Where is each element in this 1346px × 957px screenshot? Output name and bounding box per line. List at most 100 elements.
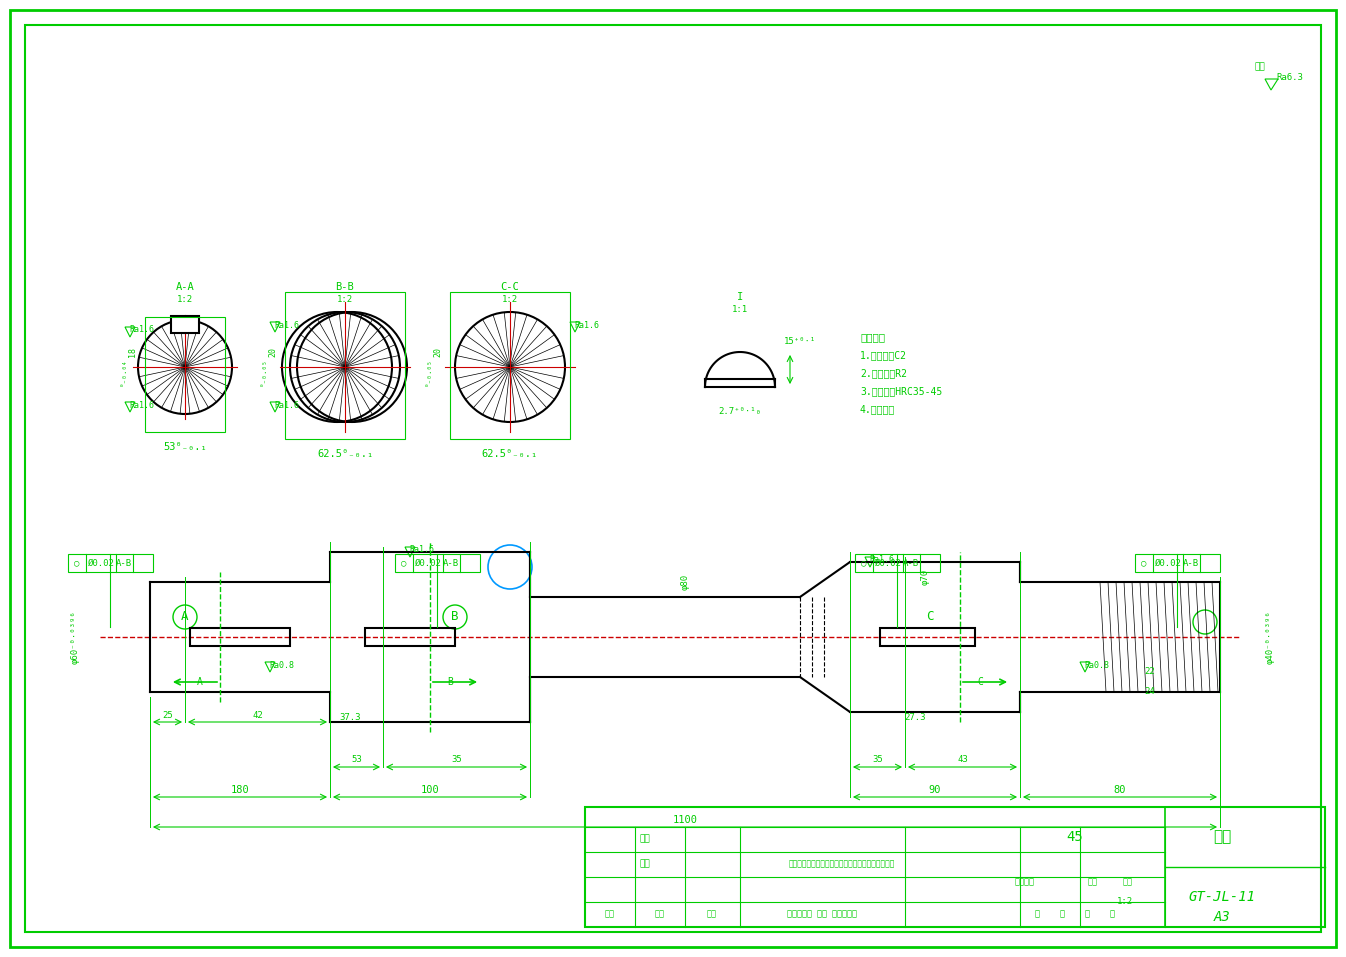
Text: 长轴: 长轴 xyxy=(1213,830,1232,844)
Text: C: C xyxy=(926,611,934,624)
Bar xyxy=(1135,554,1219,572)
Text: 22: 22 xyxy=(1144,667,1155,677)
Text: 分区: 分区 xyxy=(707,909,717,919)
Text: 18: 18 xyxy=(128,347,137,357)
Text: 27.3: 27.3 xyxy=(905,713,926,722)
Text: A-A: A-A xyxy=(175,282,194,292)
Text: ○: ○ xyxy=(1141,559,1147,568)
Text: 180: 180 xyxy=(230,785,249,795)
Bar xyxy=(855,554,940,572)
Text: 80: 80 xyxy=(1113,785,1127,795)
Text: φ80: φ80 xyxy=(681,574,689,590)
Text: 1:2: 1:2 xyxy=(176,295,192,303)
Text: Ra0.8: Ra0.8 xyxy=(1085,660,1109,670)
Text: 标记: 标记 xyxy=(604,909,615,919)
Text: A-B: A-B xyxy=(1183,559,1199,568)
Text: 重量: 重量 xyxy=(1088,878,1098,886)
Text: A-B: A-B xyxy=(116,559,132,568)
Text: ○: ○ xyxy=(74,559,79,568)
Text: B: B xyxy=(451,611,459,624)
Bar xyxy=(586,807,1324,927)
Text: 比例: 比例 xyxy=(1123,878,1133,886)
Text: Ra1.6: Ra1.6 xyxy=(575,321,599,329)
Text: 35: 35 xyxy=(451,755,462,765)
Text: A-B: A-B xyxy=(443,559,459,568)
Text: 工艺: 工艺 xyxy=(639,859,650,869)
Text: 42: 42 xyxy=(252,710,262,720)
Text: ⁰₋₀.₀₄: ⁰₋₀.₀₄ xyxy=(118,358,128,386)
Text: Ra1.6: Ra1.6 xyxy=(275,400,300,410)
Text: 设计（签名）（年月日）标准化（签名）（年月日）: 设计（签名）（年月日）标准化（签名）（年月日） xyxy=(789,859,895,869)
Text: A: A xyxy=(182,611,188,624)
Text: 4.去毛刺。: 4.去毛刺。 xyxy=(860,404,895,414)
Text: B: B xyxy=(447,677,454,687)
Text: 37.3: 37.3 xyxy=(339,713,361,722)
Text: A-B: A-B xyxy=(903,559,919,568)
Text: 53⁰₋₀.₁: 53⁰₋₀.₁ xyxy=(163,442,207,452)
Text: 20: 20 xyxy=(433,347,443,357)
Text: Ra1.6: Ra1.6 xyxy=(409,545,435,554)
Text: φ70: φ70 xyxy=(921,569,930,585)
Text: 其余: 其余 xyxy=(1254,62,1265,72)
Text: 2.未注圆角R2: 2.未注圆角R2 xyxy=(860,368,907,378)
Text: B-B: B-B xyxy=(335,282,354,292)
Text: 1:2: 1:2 xyxy=(336,295,353,303)
Text: Ra1.6: Ra1.6 xyxy=(129,325,155,335)
Text: Ra0.8: Ra0.8 xyxy=(269,660,295,670)
Text: Ra1.6: Ra1.6 xyxy=(275,321,300,329)
Text: 2.7⁺⁰·¹₀: 2.7⁺⁰·¹₀ xyxy=(719,408,762,416)
Text: I: I xyxy=(736,292,743,302)
Text: GT-JL-11: GT-JL-11 xyxy=(1189,890,1256,904)
Text: A3: A3 xyxy=(1214,910,1230,924)
Text: 35: 35 xyxy=(872,755,883,765)
Text: ⁰₋₀.₀₅: ⁰₋₀.₀₅ xyxy=(424,358,432,386)
Text: Ø0.02: Ø0.02 xyxy=(1155,559,1182,568)
Text: Ø0.02: Ø0.02 xyxy=(415,559,441,568)
Bar xyxy=(145,317,225,432)
Text: 15⁺⁰·¹: 15⁺⁰·¹ xyxy=(783,338,816,346)
Text: 45: 45 xyxy=(1066,830,1084,844)
Text: 53: 53 xyxy=(351,755,362,765)
Bar xyxy=(365,628,455,646)
Text: 25: 25 xyxy=(162,710,172,720)
Text: 技术要求: 技术要求 xyxy=(860,332,886,342)
Text: C: C xyxy=(977,677,983,687)
Text: A: A xyxy=(197,677,203,687)
Text: 共    张    第    张: 共 张 第 张 xyxy=(1035,909,1114,919)
Text: 审核: 审核 xyxy=(639,835,650,843)
Bar xyxy=(171,316,199,333)
Text: 62.5⁰₋₀.₁: 62.5⁰₋₀.₁ xyxy=(482,449,538,459)
Bar xyxy=(190,628,289,646)
Text: 3.渗碳淬火HRC35-45: 3.渗碳淬火HRC35-45 xyxy=(860,386,942,396)
Bar xyxy=(450,292,569,439)
Text: 90: 90 xyxy=(929,785,941,795)
Text: Ø0.02: Ø0.02 xyxy=(875,559,902,568)
Bar xyxy=(69,554,153,572)
Text: Ra6.3: Ra6.3 xyxy=(1276,73,1303,81)
Text: 处数: 处数 xyxy=(656,909,665,919)
Text: ○: ○ xyxy=(861,559,867,568)
Text: 更改文件号 签名 年、月、日: 更改文件号 签名 年、月、日 xyxy=(787,909,857,919)
Text: φ40⁻⁰·⁰³⁹⁶: φ40⁻⁰·⁰³⁹⁶ xyxy=(1265,611,1275,664)
Text: 1:1: 1:1 xyxy=(732,304,748,314)
Text: Ra1.6: Ra1.6 xyxy=(129,400,155,410)
Text: φ60⁻⁰·⁰³⁹⁶: φ60⁻⁰·⁰³⁹⁶ xyxy=(70,611,79,664)
Text: 43: 43 xyxy=(957,755,968,765)
Text: 1100: 1100 xyxy=(673,815,697,825)
Bar xyxy=(394,554,481,572)
Text: Ra1.6: Ra1.6 xyxy=(870,555,895,565)
Bar xyxy=(880,628,975,646)
Text: C-C: C-C xyxy=(501,282,520,292)
Text: 1:2: 1:2 xyxy=(1117,898,1133,906)
Text: 1.未注倒角C2: 1.未注倒角C2 xyxy=(860,350,907,360)
Text: 24: 24 xyxy=(1144,687,1155,697)
Text: 20: 20 xyxy=(268,347,277,357)
Text: 62.5⁰₋₀.₁: 62.5⁰₋₀.₁ xyxy=(316,449,373,459)
Bar xyxy=(285,292,405,439)
Text: 100: 100 xyxy=(420,785,439,795)
Text: ○: ○ xyxy=(401,559,406,568)
Text: 阶段标记: 阶段标记 xyxy=(1015,878,1035,886)
Text: Ø0.02: Ø0.02 xyxy=(87,559,114,568)
Text: ⁰₋₀.₀₅: ⁰₋₀.₀₅ xyxy=(258,358,268,386)
Text: 1:2: 1:2 xyxy=(502,295,518,303)
